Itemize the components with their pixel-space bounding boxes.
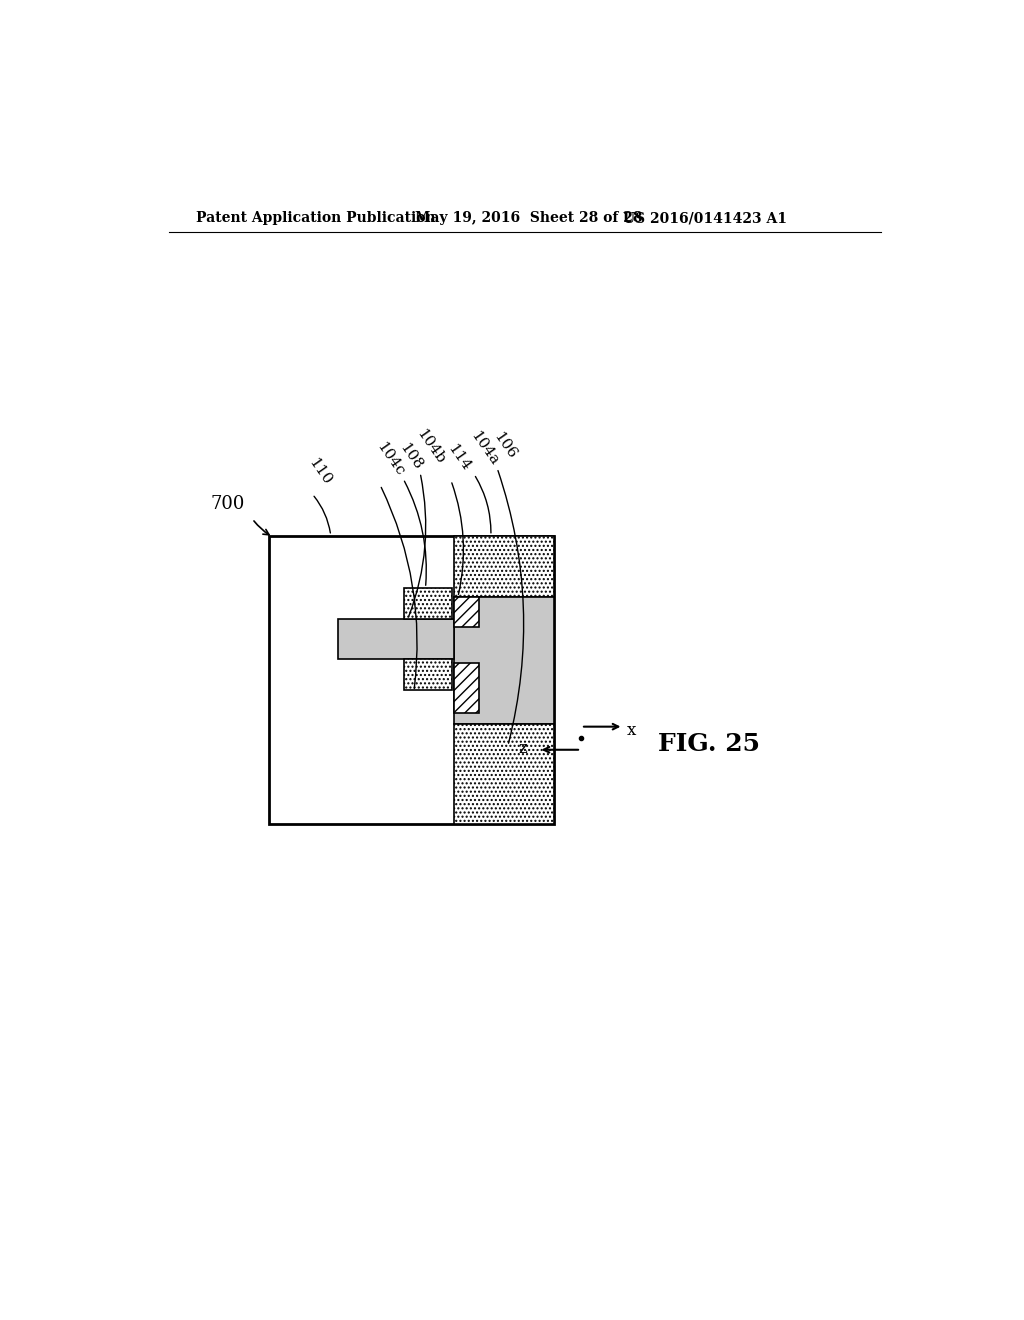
Text: 104a: 104a — [468, 429, 501, 469]
Bar — [403, 589, 452, 619]
Text: 108: 108 — [397, 441, 425, 473]
Text: 106: 106 — [490, 430, 519, 462]
Bar — [454, 725, 554, 825]
Text: May 19, 2016  Sheet 28 of 28: May 19, 2016 Sheet 28 of 28 — [416, 211, 643, 226]
Bar — [339, 619, 454, 659]
Text: z: z — [518, 739, 527, 756]
Bar — [454, 597, 478, 627]
Text: 700: 700 — [210, 495, 245, 512]
Bar — [454, 663, 478, 713]
Text: Patent Application Publication: Patent Application Publication — [196, 211, 435, 226]
Text: 104c: 104c — [374, 440, 407, 479]
Bar — [454, 536, 554, 597]
Bar — [269, 536, 554, 825]
Text: US 2016/0141423 A1: US 2016/0141423 A1 — [624, 211, 787, 226]
Text: x: x — [628, 722, 637, 739]
Text: FIG. 25: FIG. 25 — [658, 731, 760, 755]
Text: 110: 110 — [306, 455, 335, 488]
Bar — [403, 659, 452, 689]
Bar — [454, 597, 554, 725]
Text: 114: 114 — [444, 442, 473, 474]
Text: 104b: 104b — [414, 426, 447, 466]
